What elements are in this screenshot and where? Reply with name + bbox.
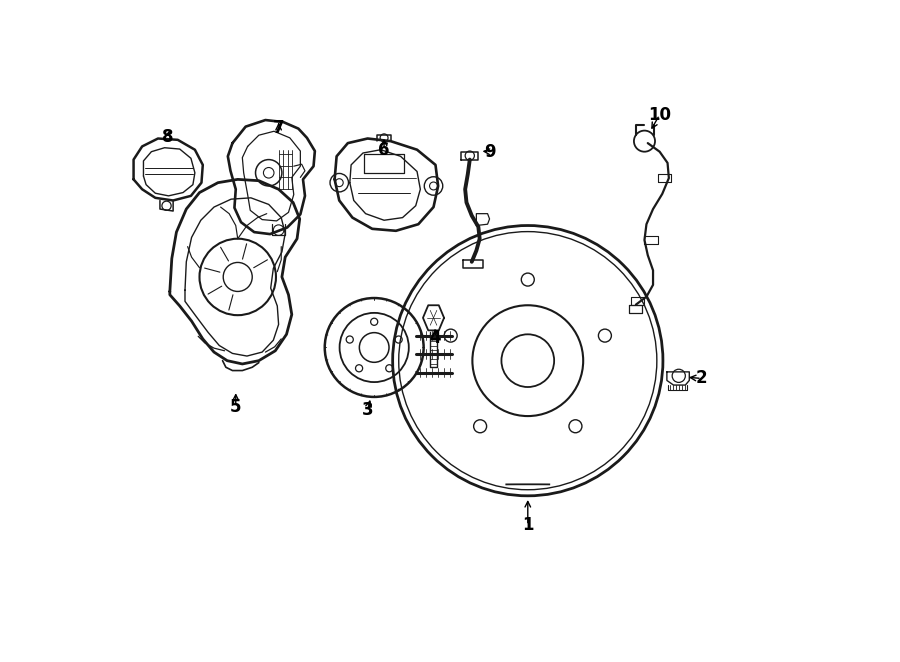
Text: 1: 1	[522, 516, 534, 534]
Text: 6: 6	[378, 141, 390, 159]
Text: 2: 2	[696, 369, 707, 387]
Text: 4: 4	[429, 328, 441, 347]
Text: 7: 7	[273, 119, 284, 137]
Text: 3: 3	[362, 401, 374, 419]
Text: 8: 8	[162, 128, 174, 146]
Text: 10: 10	[648, 106, 671, 124]
Text: 5: 5	[230, 398, 241, 416]
Text: 9: 9	[483, 143, 495, 161]
